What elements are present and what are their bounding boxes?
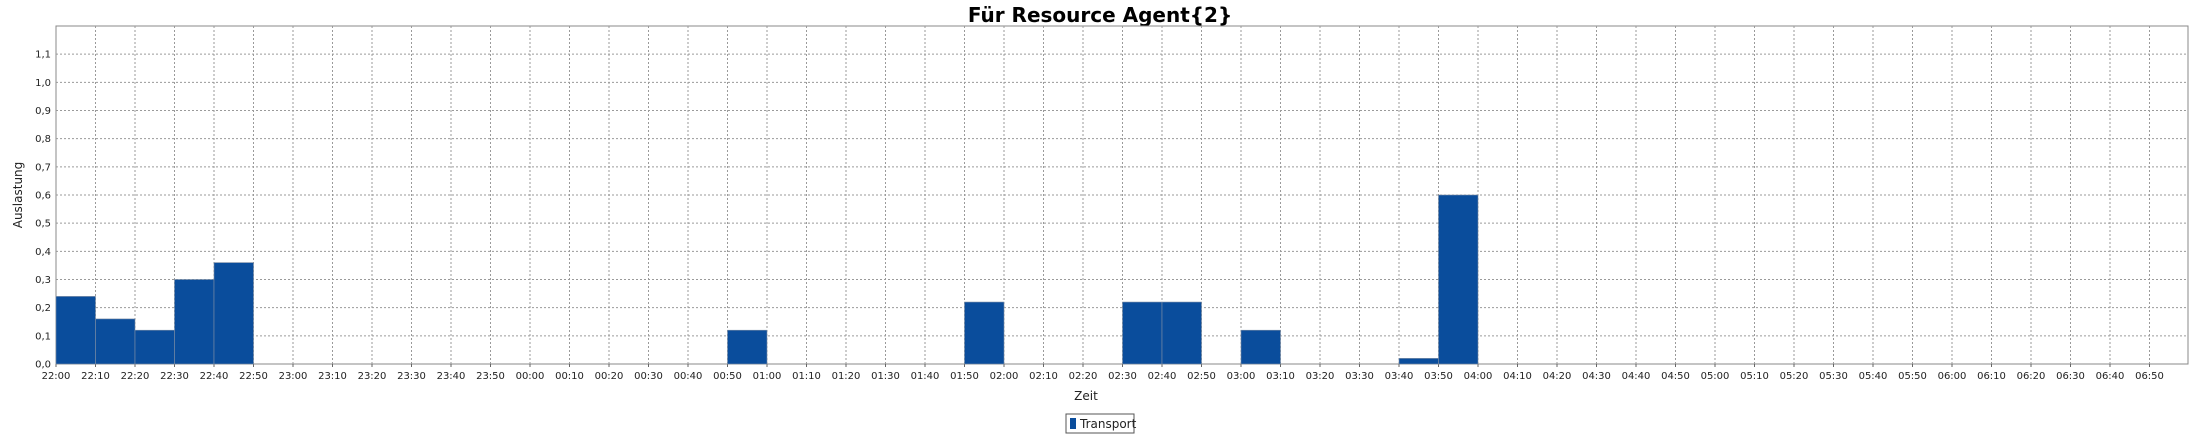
x-tick-label: 00:40 [674, 371, 703, 382]
y-tick-label: 0,2 [35, 303, 51, 314]
x-tick-label: 03:20 [1306, 371, 1335, 382]
x-axis-label: Zeit [1074, 389, 1098, 403]
x-tick-label: 01:10 [792, 371, 821, 382]
x-tick-label: 02:00 [990, 371, 1019, 382]
bar [727, 329, 768, 365]
x-tick-label: 00:50 [713, 371, 742, 382]
x-tick-label: 04:10 [1503, 371, 1532, 382]
x-tick-label: 05:20 [1780, 371, 1809, 382]
bar-series [55, 194, 1479, 365]
y-tick-label: 0,4 [35, 247, 51, 258]
x-tick-label: 22:20 [121, 371, 150, 382]
x-tick-label: 05:00 [1701, 371, 1730, 382]
x-tick-label: 04:50 [1661, 371, 1690, 382]
x-tick-label: 23:00 [279, 371, 308, 382]
y-tick-label: 0,9 [35, 106, 51, 117]
x-tick-label: 02:20 [1069, 371, 1098, 382]
y-tick-label: 0,3 [35, 275, 51, 286]
bar [1398, 358, 1439, 365]
bar [213, 262, 254, 365]
x-tick-label: 00:20 [595, 371, 624, 382]
y-tick-label: 1,1 [35, 50, 51, 61]
x-tick-label: 06:20 [2017, 371, 2046, 382]
x-tick-label: 04:40 [1622, 371, 1651, 382]
x-tick-label: 22:40 [200, 371, 229, 382]
x-tick-label: 05:40 [1859, 371, 1888, 382]
y-tick-label: 0,0 [35, 360, 51, 371]
x-tick-label: 05:10 [1740, 371, 1769, 382]
y-axis-label: Auslastung [11, 162, 25, 229]
x-tick-label: 04:00 [1464, 371, 1493, 382]
x-tick-label: 00:30 [634, 371, 663, 382]
x-tick-label: 22:30 [160, 371, 189, 382]
x-tick-label: 01:50 [950, 371, 979, 382]
y-tick-label: 0,5 [35, 219, 51, 230]
x-tick-label: 23:10 [318, 371, 347, 382]
y-tick-label: 0,7 [35, 162, 51, 173]
x-tick-label: 04:30 [1582, 371, 1611, 382]
y-tick-label: 0,8 [35, 134, 51, 145]
x-tick-label: 05:30 [1819, 371, 1848, 382]
x-tick-label: 05:50 [1898, 371, 1927, 382]
x-tick-label: 02:40 [1148, 371, 1177, 382]
legend: Transport [1065, 413, 1137, 434]
bar [95, 318, 136, 365]
x-tick-label: 06:10 [1977, 371, 2006, 382]
x-tick-label: 02:30 [1108, 371, 1137, 382]
x-tick-label: 23:50 [476, 371, 505, 382]
x-tick-label: 02:10 [1029, 371, 1058, 382]
x-tick-label: 02:50 [1187, 371, 1216, 382]
bar [134, 329, 175, 365]
legend-label-transport: Transport [1079, 417, 1137, 431]
x-tick-label: 06:50 [2135, 371, 2164, 382]
x-tick-label: 22:50 [239, 371, 268, 382]
x-tick-label: 06:30 [2056, 371, 2085, 382]
x-tick-label: 01:30 [871, 371, 900, 382]
bar [174, 279, 215, 365]
x-tick-label: 01:20 [832, 371, 861, 382]
x-tick-label: 03:40 [1385, 371, 1414, 382]
x-tick-label: 04:20 [1543, 371, 1572, 382]
bar [1122, 301, 1163, 365]
x-tick-label: 23:20 [358, 371, 387, 382]
legend-frame [1065, 413, 1135, 434]
x-tick-label: 03:10 [1266, 371, 1295, 382]
x-tick-label: 01:40 [911, 371, 940, 382]
bar [55, 296, 96, 365]
bar [1240, 329, 1281, 365]
bar [1438, 194, 1479, 365]
x-tick-label: 06:00 [1938, 371, 1967, 382]
x-tick-label: 23:40 [437, 371, 466, 382]
y-tick-label: 0,6 [35, 191, 51, 202]
y-tick-label: 0,1 [35, 331, 51, 342]
x-tick-label: 22:10 [81, 371, 110, 382]
x-tick-label: 06:40 [2096, 371, 2125, 382]
x-tick-label: 00:00 [516, 371, 545, 382]
x-tick-label: 23:30 [397, 371, 426, 382]
x-tick-label: 03:00 [1227, 371, 1256, 382]
x-tick-label: 00:10 [555, 371, 584, 382]
x-tick-label: 03:30 [1345, 371, 1374, 382]
x-axis-ticks: 22:00 22:10 22:20 22:30 22:40 22:50 23:00 23:10… [42, 371, 2164, 382]
y-axis-ticks: 0,0 0,1 0,2 0,3 0,4 0,5 0,6 0,7 0,8 0,9 1,0 1,1 [35, 50, 51, 371]
x-tick-label: 01:00 [753, 371, 782, 382]
bar [1161, 301, 1202, 365]
bar [964, 301, 1005, 365]
legend-swatch-transport [1070, 418, 1076, 429]
y-tick-label: 1,0 [35, 78, 51, 89]
x-tick-label: 03:50 [1424, 371, 1453, 382]
chart-title: Für Resource Agent{2} [968, 3, 1232, 27]
x-tick-label: 22:00 [42, 371, 71, 382]
